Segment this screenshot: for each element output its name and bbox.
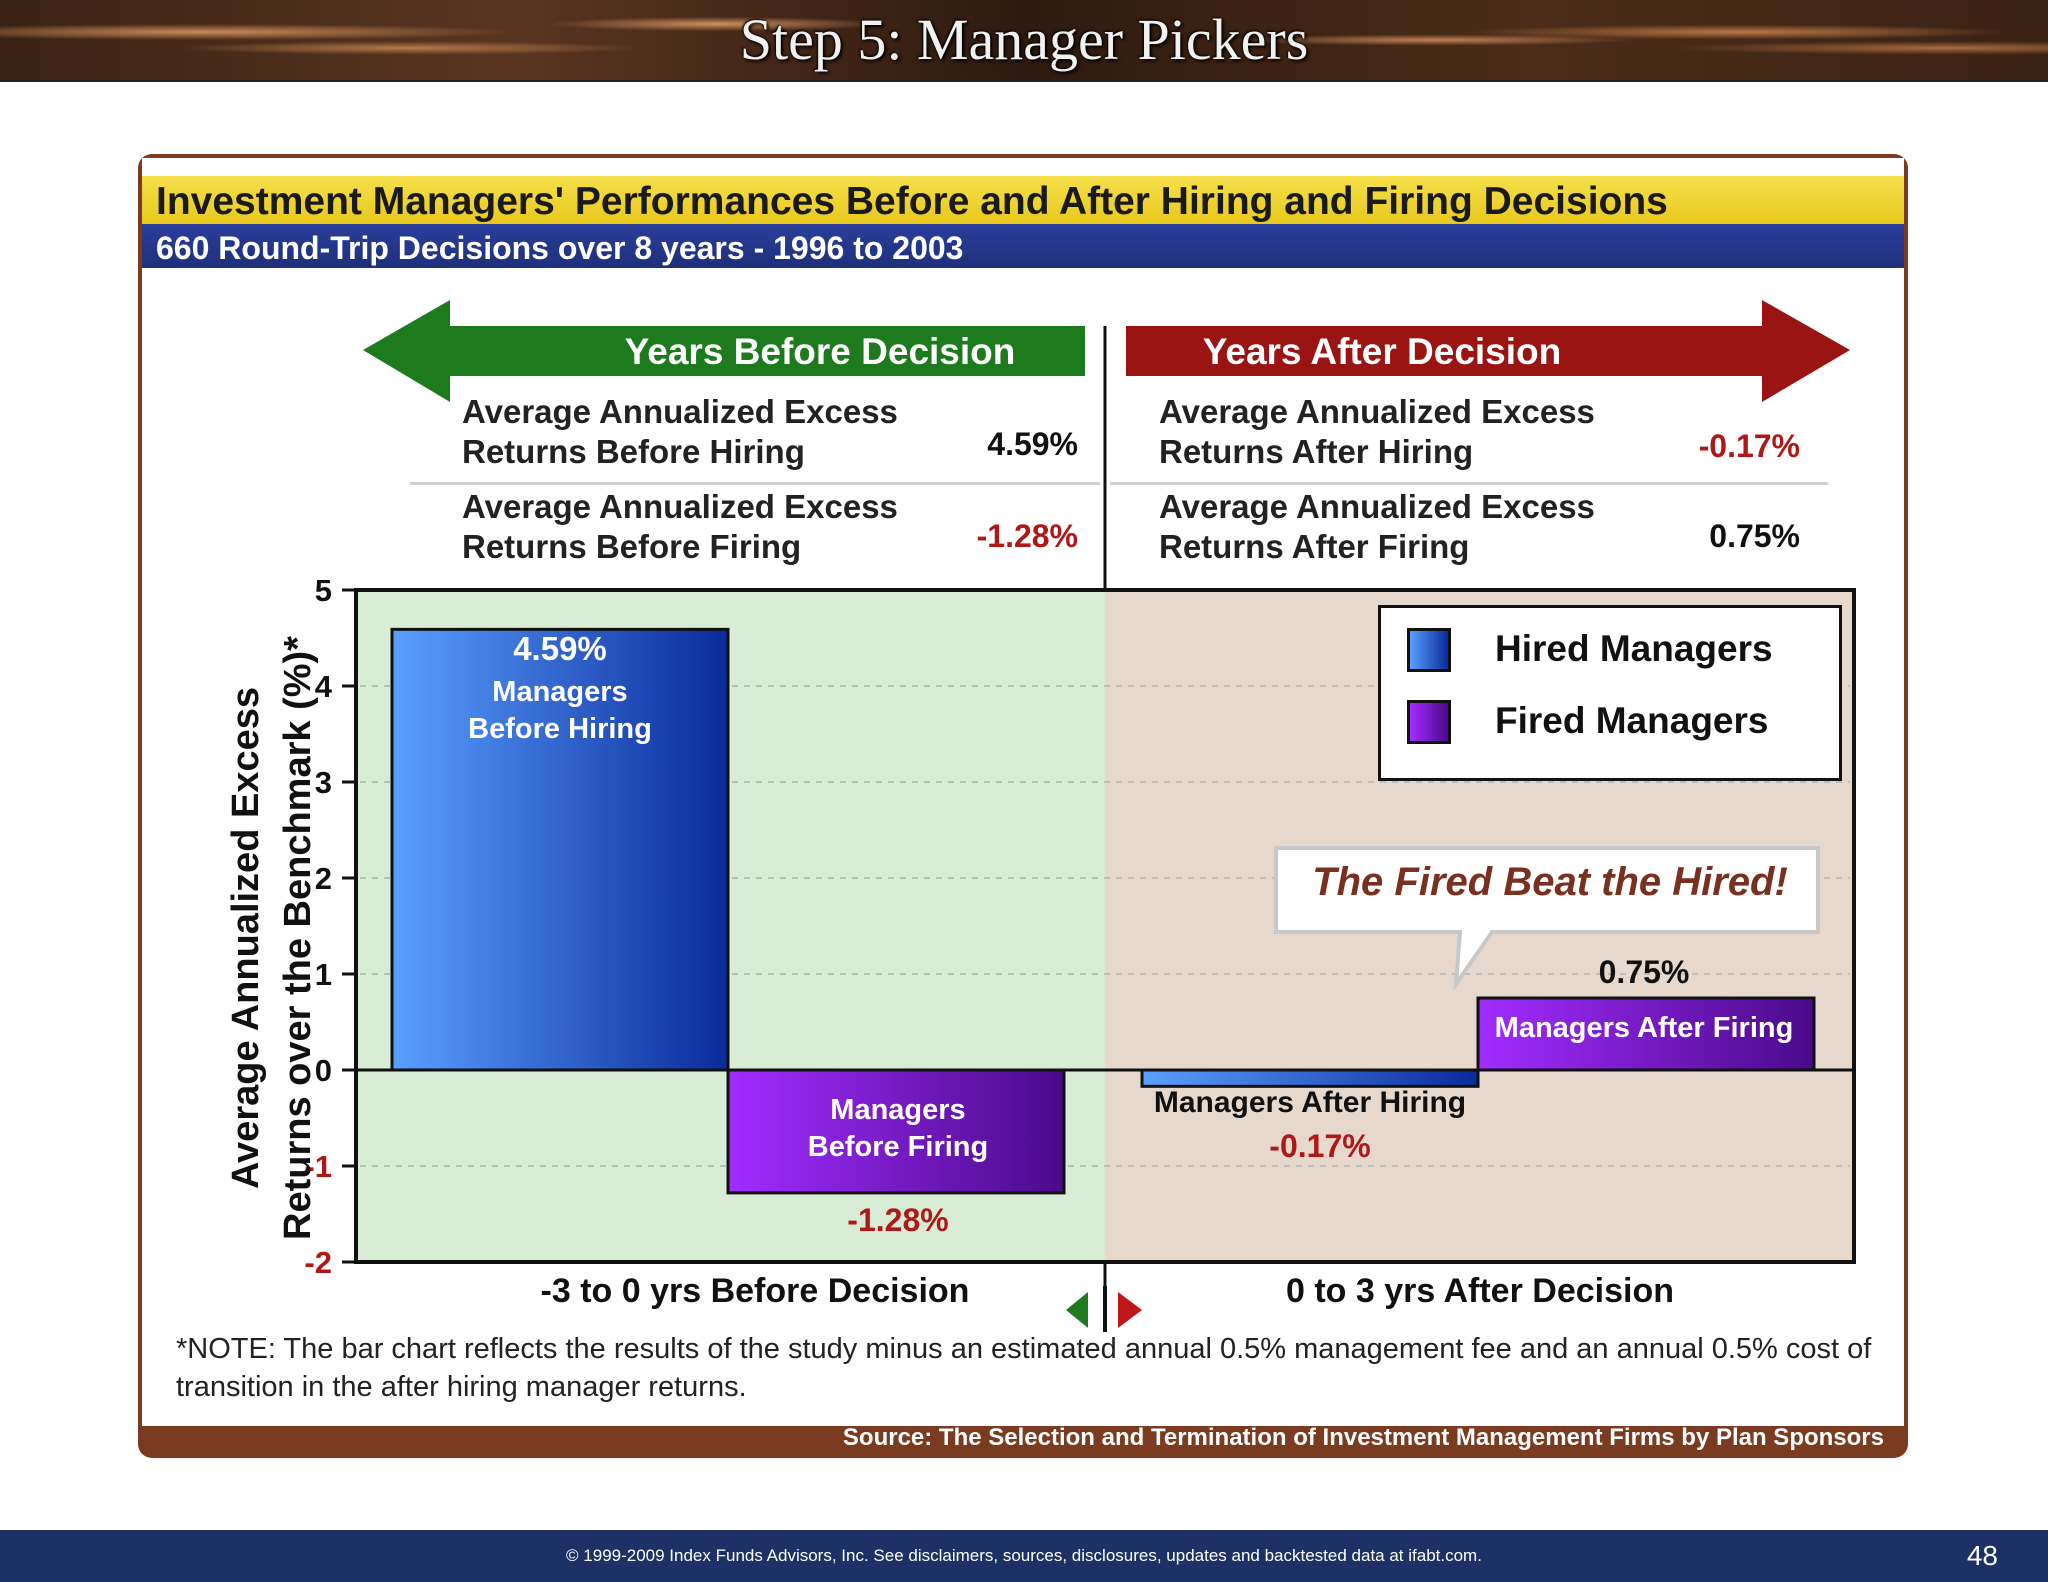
- plot-border: [354, 588, 1856, 1264]
- y-tick-label: -1: [304, 1149, 332, 1184]
- chart-subtitle: 660 Round-Trip Decisions over 8 years - …: [156, 230, 964, 266]
- legend-label-hired: Hired Managers: [1495, 628, 1773, 669]
- stat-before-hiring-label: Average Annualized Excess Returns Before …: [462, 393, 898, 470]
- footer-copyright: © 1999-2009 Index Funds Advisors, Inc. S…: [566, 1546, 1482, 1565]
- y-tick-label: 4: [315, 669, 333, 704]
- before-arrow-label: Years Before Decision: [625, 331, 1016, 372]
- bar-value-before-firing: -1.28%: [847, 1202, 949, 1238]
- y-tick-label: -2: [304, 1245, 332, 1280]
- stat-after-hiring-label: Average Annualized Excess Returns After H…: [1159, 393, 1595, 470]
- bar-value-after-hiring: -0.17%: [1269, 1128, 1371, 1164]
- bar-label-after-hiring: Managers After Hiring: [1153, 1086, 1467, 1119]
- page-number: 48: [1966, 1540, 1998, 1571]
- small-right-arrow-icon: [1118, 1292, 1142, 1328]
- source-note: Source: The Selection and Termination of…: [842, 1424, 1884, 1451]
- chart-subtitle-bar: 660 Round-Trip Decisions over 8 years - …: [142, 224, 1904, 268]
- stat-after-firing-value: 0.75%: [1709, 518, 1800, 554]
- footnote: *NOTE: The bar chart reflects the result…: [176, 1333, 1872, 1403]
- bar-label-before-hiring: 4.59% Managers Before Hiring: [468, 630, 652, 745]
- stat-after-firing-label: Average Annualized Excess Returns After F…: [1159, 488, 1595, 565]
- y-tick-label: 2: [315, 861, 332, 896]
- bars: [390, 627, 1816, 1195]
- y-tick-label: 1: [315, 957, 332, 992]
- y-axis-ticks: 5 4 3 2 1 0 -1 -2: [304, 573, 356, 1280]
- y-tick-label: 5: [315, 573, 332, 608]
- chart-title: Investment Managers' Performances Before…: [156, 180, 1668, 223]
- x-category-before: -3 to 0 yrs Before Decision: [540, 1272, 970, 1310]
- bar-fired-before: [726, 1068, 1066, 1195]
- footer-bar: © 1999-2009 Index Funds Advisors, Inc. S…: [0, 1530, 2048, 1582]
- stat-before-hiring-value: 4.59%: [987, 426, 1078, 462]
- callout-text: The Fired Beat the Hired!: [1312, 860, 1788, 904]
- stat-divider-left: [410, 482, 1100, 485]
- stat-before-firing-value: -1.28%: [976, 518, 1078, 554]
- bar-label-before-firing: Managers Before Firing: [807, 1094, 989, 1163]
- small-left-arrow-icon: [1066, 1292, 1088, 1328]
- after-arrow: [1126, 300, 1850, 402]
- x-category-after: 0 to 3 yrs After Decision: [1286, 1272, 1674, 1310]
- before-arrow: [363, 300, 1085, 402]
- bar-label-after-firing: Managers After Firing: [1494, 1012, 1794, 1044]
- legend-swatch-fired: [1407, 700, 1451, 744]
- after-arrow-label: Years After Decision: [1203, 331, 1562, 372]
- legend-swatch-hired: [1407, 628, 1451, 672]
- banner: Step 5: Manager Pickers: [0, 0, 2048, 82]
- small-divider: [1103, 1286, 1107, 1332]
- y-axis-label: Average Annualized Excess Returns over t…: [225, 636, 319, 1240]
- bar-hired-after: [1140, 1068, 1480, 1088]
- stat-divider-right: [1110, 482, 1828, 485]
- legend: Hired Managers Fired Managers: [1378, 605, 1842, 781]
- bar-hired-before: [390, 627, 730, 1072]
- bar-value-after-firing: 0.75%: [1598, 954, 1690, 990]
- chart-title-bar: Investment Managers' Performances Before…: [142, 176, 1904, 224]
- y-tick-label: 3: [315, 765, 332, 800]
- slide-title: Step 5: Manager Pickers: [739, 7, 1309, 72]
- callout-bubble: [1274, 846, 1820, 992]
- stat-before-firing-label: Average Annualized Excess Returns Before …: [462, 488, 898, 565]
- y-tick-label: 0: [315, 1053, 332, 1088]
- legend-label-fired: Fired Managers: [1495, 700, 1769, 741]
- stat-after-hiring-value: -0.17%: [1698, 428, 1800, 464]
